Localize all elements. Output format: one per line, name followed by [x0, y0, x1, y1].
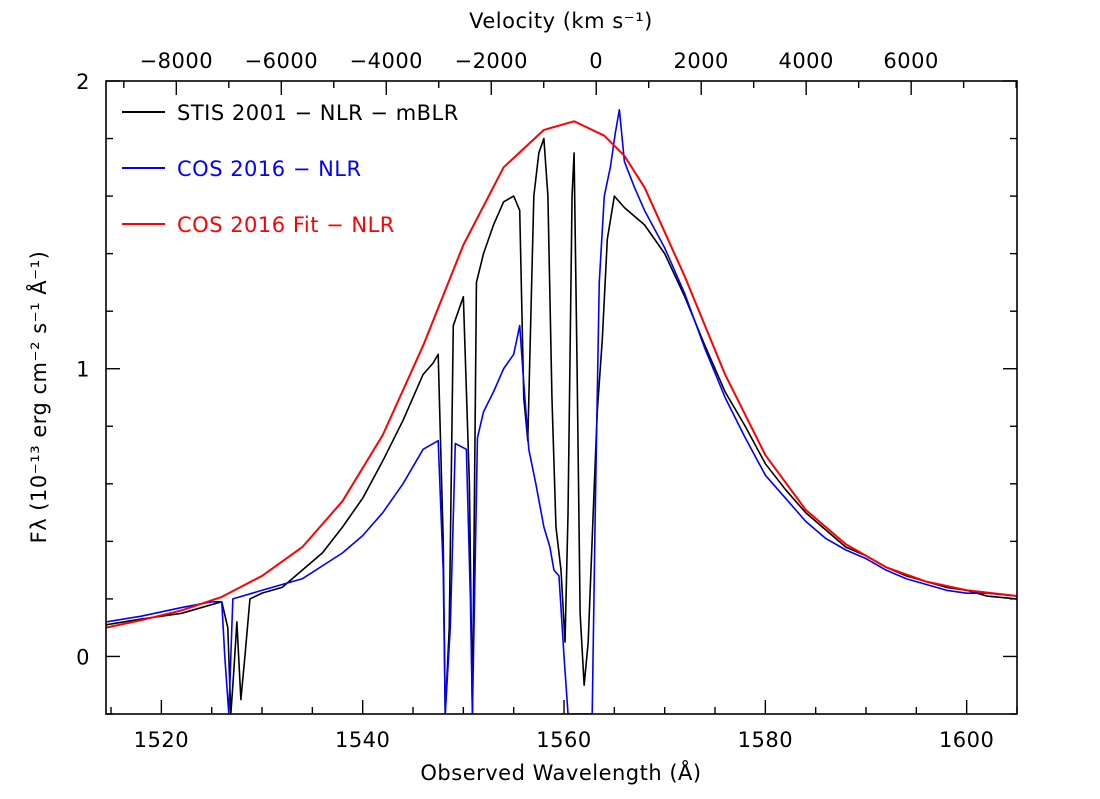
- series-line-2: [106, 108, 1017, 714]
- x-axis-label: Observed Wavelength (Å): [420, 759, 701, 785]
- y-axis-label: Fλ (10⁻¹³ erg cm⁻² s⁻¹ Å⁻¹): [25, 251, 51, 544]
- tick-label-layer: 1520 1540 1560 1580 1600 0 1 2 −8000 −6000 −4000 −2…: [76, 49, 994, 752]
- legend-label-3: COS 2016 Fit − NLR: [177, 213, 395, 237]
- series-line-3: [106, 120, 1017, 629]
- velocity-tick-label: −4000: [350, 49, 424, 73]
- velocity-tick-label: 4000: [778, 49, 833, 73]
- legend-label-1: STIS 2001 − NLR − mBLR: [177, 101, 459, 125]
- plot-frame: [105, 80, 1018, 715]
- velocity-tick-label: 2000: [673, 49, 728, 73]
- y-tick-label: 2: [76, 70, 90, 94]
- x-tick-label: 1540: [335, 728, 390, 752]
- x-tick-label: 1520: [134, 728, 189, 752]
- velocity-tick-label: 6000: [883, 49, 938, 73]
- velocity-tick-label: 0: [589, 49, 603, 73]
- x-tick-label: 1580: [738, 728, 793, 752]
- series-line-1: [106, 137, 1017, 714]
- y-tick-label: 1: [76, 358, 90, 382]
- x-tick-label: 1600: [939, 728, 994, 752]
- top-axis-label: Velocity (km s⁻¹): [469, 9, 653, 33]
- legend: STIS 2001 − NLR − mBLR COS 2016 − NLR COS …: [122, 101, 459, 237]
- velocity-tick-label: −2000: [454, 49, 528, 73]
- y-tick-label: 0: [76, 645, 90, 669]
- velocity-tick-label: −8000: [140, 49, 214, 73]
- tick-layer: [106, 80, 1018, 715]
- x-tick-label: 1560: [536, 728, 591, 752]
- series-layer: [106, 108, 1017, 714]
- legend-label-2: COS 2016 − NLR: [177, 157, 362, 181]
- velocity-tick-label: −6000: [245, 49, 319, 73]
